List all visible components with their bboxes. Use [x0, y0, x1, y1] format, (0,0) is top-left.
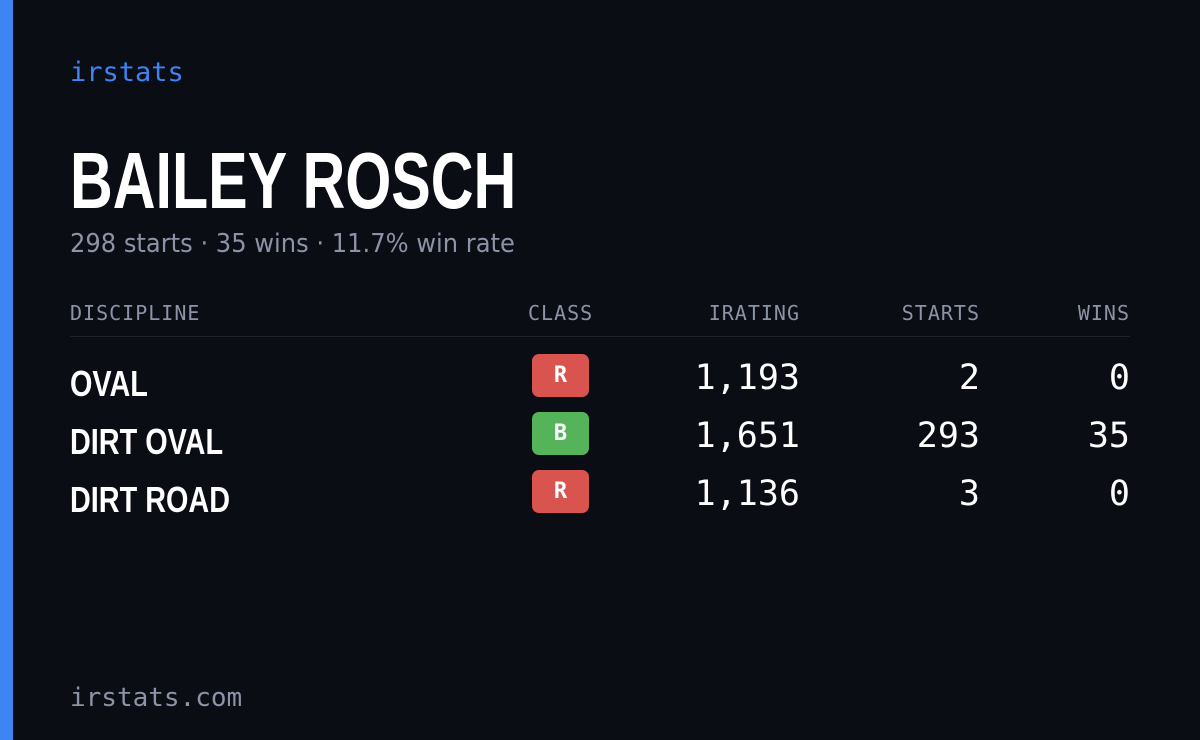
wins-value: 0: [1108, 358, 1130, 398]
irating-value: 1,651: [694, 416, 800, 456]
discipline-label: DIRT ROAD: [70, 479, 230, 520]
column-header-starts: STARTS: [901, 301, 980, 325]
table-divider: [70, 336, 1130, 337]
wins-value: 35: [1087, 416, 1130, 456]
table-row: DIRT ROAD R 1,136 3 0: [0, 468, 1200, 526]
driver-name: BAILEY ROSCH: [70, 136, 517, 225]
table-row: DIRT OVAL B 1,651 293 35: [0, 410, 1200, 468]
discipline-label: OVAL: [70, 363, 148, 404]
irating-value: 1,193: [694, 358, 800, 398]
irating-value: 1,136: [694, 474, 800, 514]
driver-summary: 298 starts · 35 wins · 11.7% win rate: [70, 229, 515, 259]
class-badge: R: [532, 354, 589, 397]
brand-logo: irstats: [70, 57, 184, 88]
class-badge: B: [532, 412, 589, 455]
starts-value: 2: [958, 358, 980, 398]
starts-value: 293: [916, 416, 980, 456]
accent-bar: [0, 0, 13, 740]
discipline-label: DIRT OVAL: [70, 421, 224, 462]
column-header-wins: WINS: [1077, 301, 1130, 325]
column-header-class: CLASS: [528, 301, 594, 325]
starts-value: 3: [958, 474, 980, 514]
column-header-discipline: DISCIPLINE: [70, 301, 201, 325]
column-header-irating: IRATING: [708, 301, 800, 325]
footer-site-url: irstats.com: [70, 683, 243, 713]
table-row: OVAL R 1,193 2 0: [0, 352, 1200, 410]
class-badge: R: [532, 470, 589, 513]
wins-value: 0: [1108, 474, 1130, 514]
